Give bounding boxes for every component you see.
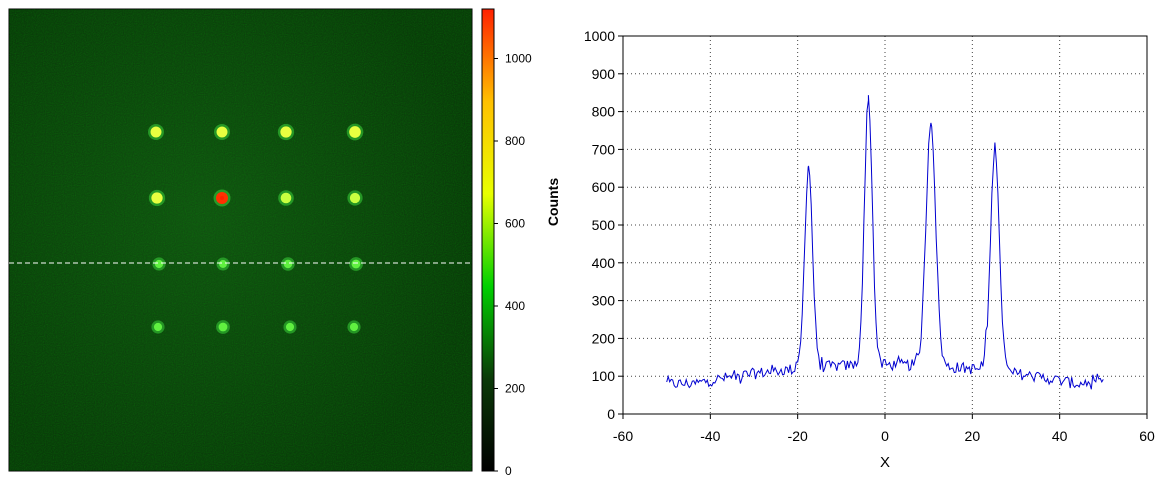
y-tick-label: 500 xyxy=(592,217,616,233)
spot xyxy=(349,126,361,138)
spot xyxy=(219,260,227,268)
line-chart: -60 -40 -20 0 20 40 60 0 100 200 300 400 500 600 700 8… xyxy=(545,28,1155,471)
colorbar: 0 200 400 600 800 1000 xyxy=(481,8,532,478)
x-tick-label: 0 xyxy=(881,428,889,444)
y-tick-label: 0 xyxy=(607,406,615,422)
colorbar-gradient xyxy=(481,8,495,472)
y-tick-label: 400 xyxy=(592,255,616,271)
y-tick-label: 600 xyxy=(592,179,616,195)
colorbar-tick-label: 800 xyxy=(505,134,525,148)
x-tick-label: 20 xyxy=(965,428,981,444)
spot xyxy=(280,192,292,204)
spot xyxy=(280,126,292,138)
spot xyxy=(150,126,162,138)
y-tick-label: 700 xyxy=(592,141,616,157)
y-tick-label: 100 xyxy=(592,368,616,384)
spot xyxy=(349,322,359,332)
y-tick-label: 200 xyxy=(592,330,616,346)
y-tick-label: 800 xyxy=(592,104,616,120)
x-tick-label: 60 xyxy=(1139,428,1155,444)
colorbar-tick-label: 0 xyxy=(505,464,512,478)
heatmap-spots xyxy=(148,123,364,334)
spot xyxy=(153,322,163,332)
spot xyxy=(218,322,228,332)
y-axis-ticks: 0 100 200 300 400 500 600 700 800 900 1000 xyxy=(584,28,623,422)
colorbar-tick-label: 600 xyxy=(505,217,525,231)
spot xyxy=(349,192,361,204)
spot xyxy=(351,259,361,269)
spot xyxy=(283,259,293,269)
spot xyxy=(154,259,164,269)
heatmap-noise xyxy=(9,9,472,471)
x-tick-label: -20 xyxy=(788,428,808,444)
heatmap-panel xyxy=(8,8,473,472)
x-tick-label: -60 xyxy=(613,428,633,444)
colorbar-tick-label: 1000 xyxy=(505,52,532,66)
x-axis-label: X xyxy=(880,454,890,471)
colorbar-tick-label: 400 xyxy=(505,299,525,313)
colorbar-tick-label: 200 xyxy=(505,382,525,396)
spot xyxy=(216,126,228,138)
y-axis-label: Counts xyxy=(545,178,561,226)
series-line xyxy=(666,95,1104,390)
spot xyxy=(285,322,295,332)
y-tick-label: 1000 xyxy=(584,28,615,44)
colorbar-ticks: 0 200 400 600 800 1000 xyxy=(494,52,532,478)
spot xyxy=(151,192,163,204)
x-axis-ticks: -60 -40 -20 0 20 40 60 xyxy=(613,414,1155,444)
spot-core xyxy=(220,196,224,200)
chart-grid xyxy=(623,36,1147,414)
x-tick-label: 40 xyxy=(1052,428,1068,444)
y-tick-label: 300 xyxy=(592,293,616,309)
x-tick-label: -40 xyxy=(700,428,720,444)
y-tick-label: 900 xyxy=(592,66,616,82)
